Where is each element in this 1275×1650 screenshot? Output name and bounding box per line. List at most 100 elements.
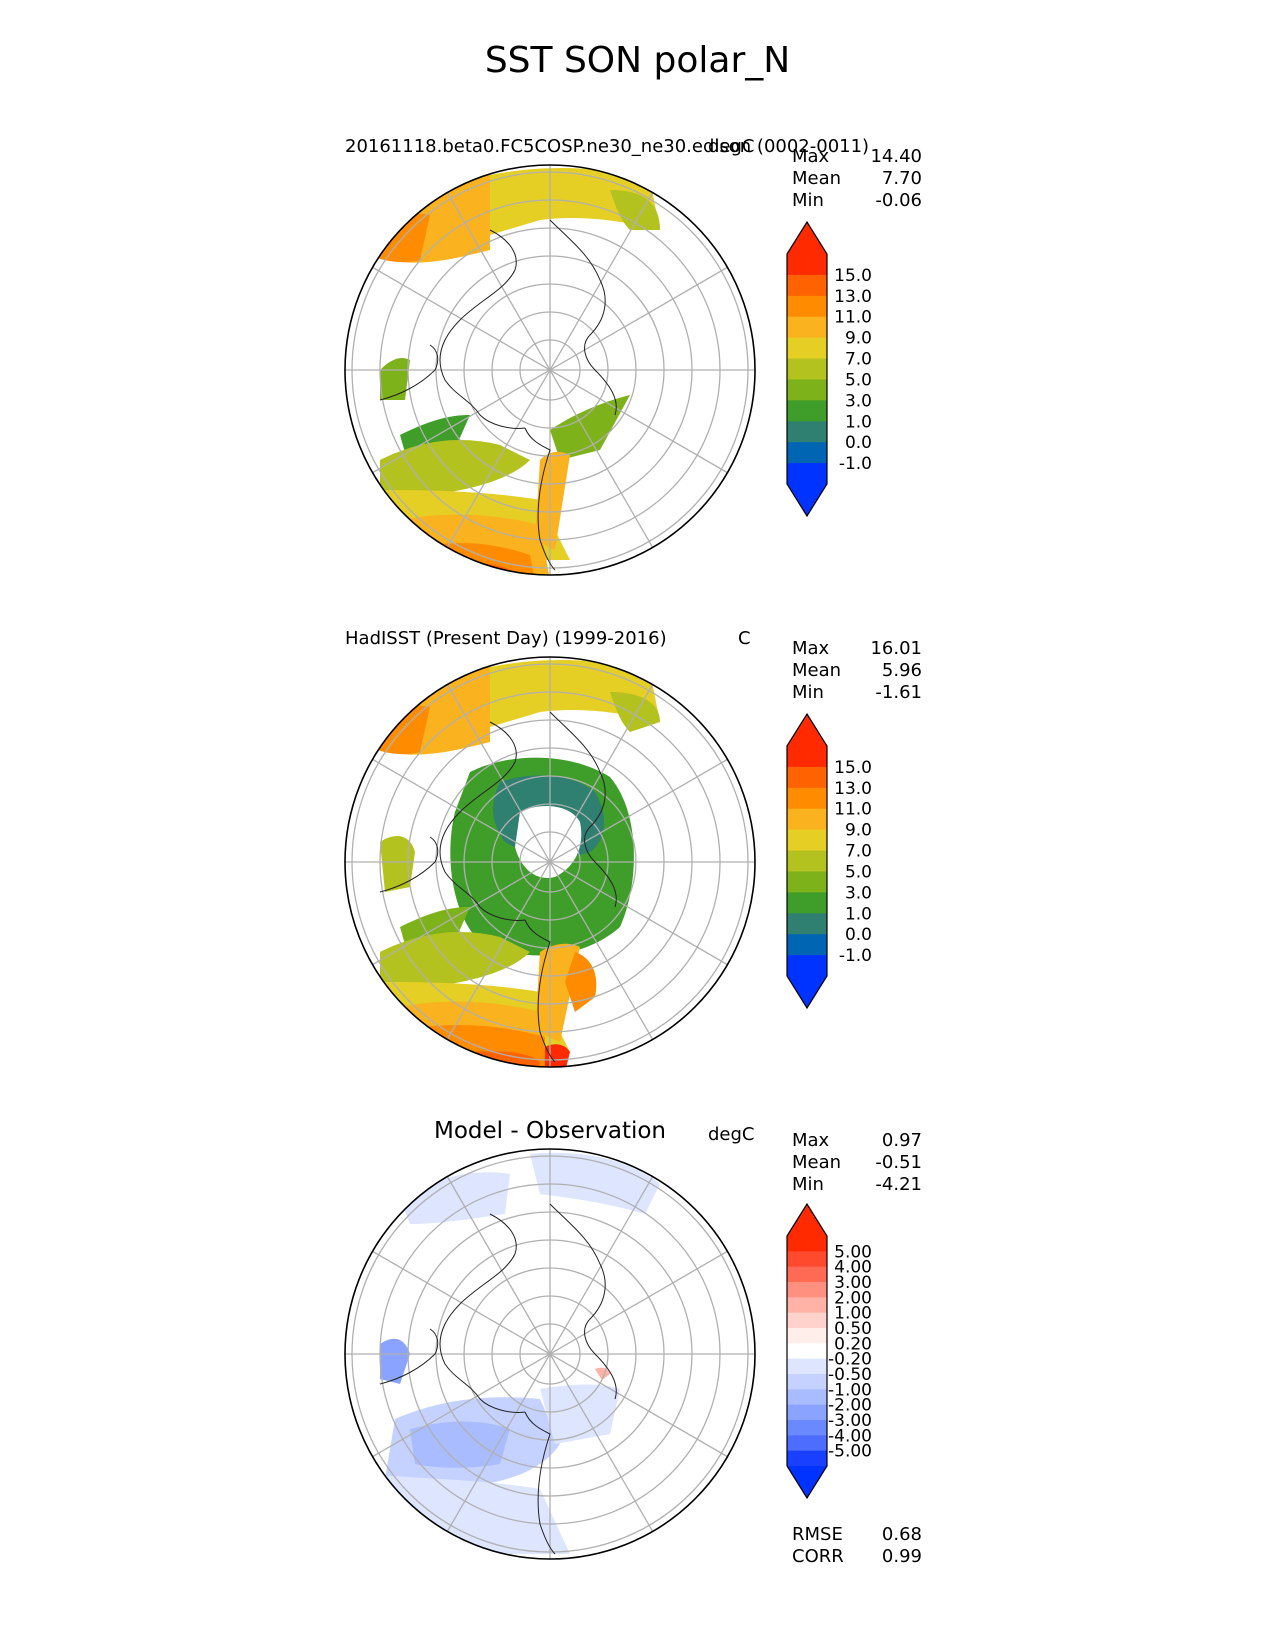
colorbar-tick-label: 15.0 — [834, 266, 872, 286]
colorbar-tick-label: 0.20 — [834, 1334, 872, 1354]
colorbar-swatch — [787, 1266, 827, 1283]
stat-label: Min — [792, 682, 824, 703]
colorbar-outline — [786, 220, 828, 518]
colorbar-swatch — [787, 746, 827, 768]
colorbar-swatch — [787, 274, 827, 297]
colorbar-tick-label: 13.0 — [834, 779, 872, 799]
stat-value: 14.40 — [870, 146, 922, 167]
panel3-graticule — [345, 1149, 755, 1559]
colorbar-swatch — [787, 1312, 827, 1329]
stat-value: 0.97 — [881, 1130, 922, 1151]
colorbar-swatch — [787, 358, 827, 380]
colorbar-swatch — [787, 808, 827, 831]
colorbar-swatch — [787, 379, 827, 401]
colorbar-swatch — [787, 1328, 827, 1344]
colorbar-tick-label: 9.0 — [845, 329, 872, 349]
colorbar-swatch — [787, 1435, 827, 1452]
colorbar-tick-label: 3.0 — [845, 391, 872, 411]
colorbar-tick-label: 4.00 — [834, 1258, 872, 1278]
colorbar-swatch — [787, 316, 827, 339]
panel1-map-boundary — [344, 164, 756, 576]
colorbar-swatch — [787, 934, 827, 956]
panel2-coastlines — [379, 711, 617, 1063]
colorbar-outline — [786, 712, 828, 1010]
stat-value: -4.21 — [875, 1174, 922, 1195]
panel2-left-title: HadISST (Present Day) (1999-2016) — [345, 628, 667, 649]
panel1-graticule — [345, 165, 755, 575]
colorbar-tick-label: -0.20 — [828, 1350, 872, 1370]
stat-value: -1.61 — [875, 682, 922, 703]
colorbar-tick-label: 13.0 — [834, 287, 872, 307]
colorbar-tick-label: 5.00 — [834, 1242, 872, 1262]
colorbar-swatch — [787, 1282, 827, 1298]
stat-value: 16.01 — [870, 638, 922, 659]
colorbar-tick-label: 3.0 — [845, 883, 872, 903]
colorbar-swatch — [787, 766, 827, 789]
panel2-colorbar: 15.013.011.09.07.05.03.01.00.0-1.0 — [786, 712, 872, 1010]
panel3-extra-stats: RMSE 0.68 CORR 0.99 — [792, 1524, 922, 1568]
colorbar-tick-label: 11.0 — [834, 308, 872, 328]
colorbar-swatch — [787, 337, 827, 360]
figure-title: SST SON polar_N — [484, 40, 791, 81]
colorbar-tick-label: 1.00 — [834, 1304, 872, 1324]
colorbar-swatch — [787, 829, 827, 852]
panel3-colorbar: 5.004.003.002.001.000.500.20-0.20-0.50-1… — [786, 1202, 872, 1500]
stat-label: Mean — [792, 660, 842, 681]
colorbar-tick-label: 5.0 — [845, 370, 872, 390]
colorbar-tick-label: 15.0 — [834, 758, 872, 778]
stat-value: -0.51 — [875, 1152, 922, 1173]
colorbar-swatch — [787, 787, 827, 810]
stat-label: Max — [792, 638, 830, 659]
colorbar-tick-label: -5.00 — [828, 1442, 872, 1462]
colorbar-swatch — [787, 1450, 827, 1467]
panel2-map-boundary — [344, 656, 756, 1068]
colorbar-tick-label: -1.00 — [828, 1380, 872, 1400]
colorbar-swatch — [787, 955, 827, 977]
colorbar-tick-label: -3.00 — [828, 1411, 872, 1431]
colorbar-swatch — [787, 1420, 827, 1436]
colorbar-lower-arrow — [787, 976, 827, 1008]
colorbar-tick-label: -1.0 — [839, 454, 872, 474]
panel3-map-boundary — [344, 1148, 756, 1560]
stat-value: 5.96 — [881, 660, 922, 681]
panel2-stats: Max 16.01 Mean 5.96 Min -1.61 — [792, 638, 922, 704]
panel1-stats: Max 14.40 Mean 7.70 Min -0.06 — [792, 146, 922, 212]
panel1-colorbar: 15.013.011.09.07.05.03.01.00.0-1.0 — [786, 220, 872, 518]
colorbar-tick-label: 9.0 — [845, 821, 872, 841]
colorbar-tick-label: 0.0 — [845, 433, 872, 453]
colorbar-tick-label: 7.0 — [845, 350, 872, 370]
stat-label: Max — [792, 146, 830, 167]
rmse-label: RMSE — [792, 1524, 843, 1545]
panel1-units: degC — [708, 136, 755, 157]
colorbar-tick-label: 3.00 — [834, 1273, 872, 1293]
colorbar-tick-label: 1.0 — [845, 904, 872, 924]
colorbar-swatch — [787, 871, 827, 893]
stat-label: Mean — [792, 1152, 842, 1173]
stat-label: Mean — [792, 168, 842, 189]
panel3-units: degC — [708, 1124, 755, 1145]
corr-label: CORR — [792, 1546, 844, 1567]
rmse-value: 0.68 — [881, 1524, 922, 1545]
panel2-units: C — [738, 628, 751, 649]
panel1-polar-map — [344, 164, 756, 576]
panel1-coastlines — [379, 219, 617, 571]
panel1-left-title: 20161118.beta0.FC5COSP.ne30_ne30.edison … — [345, 136, 870, 157]
colorbar-lower-arrow — [787, 1466, 827, 1498]
colorbar-swatch — [787, 1236, 827, 1252]
colorbar-swatch — [787, 421, 827, 443]
colorbar-tick-label: -1.0 — [839, 946, 872, 966]
stat-value: -0.06 — [875, 190, 922, 211]
colorbar-swatch — [787, 1404, 827, 1421]
colorbar-swatch — [787, 1374, 827, 1390]
panel3-polar-map — [344, 1148, 756, 1560]
stat-label: Max — [792, 1130, 830, 1151]
colorbar-tick-label: -0.50 — [828, 1365, 872, 1385]
panel2-graticule — [345, 657, 755, 1067]
panel3-stats: Max 0.97 Mean -0.51 Min -4.21 — [792, 1130, 922, 1196]
colorbar-swatch — [787, 1358, 827, 1375]
colorbar-tick-label: 1.0 — [845, 412, 872, 432]
colorbar-swatch — [787, 1343, 827, 1360]
colorbar-tick-label: 11.0 — [834, 800, 872, 820]
panel2-polar-map — [344, 656, 756, 1068]
stat-value: 7.70 — [881, 168, 922, 189]
